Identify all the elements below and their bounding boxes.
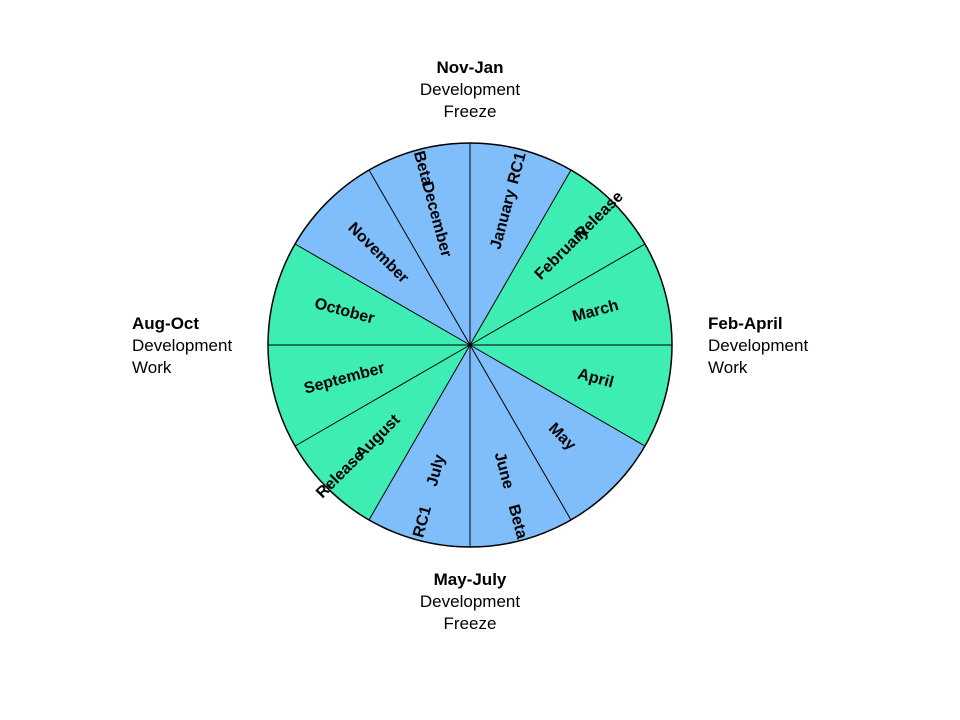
sector-divider	[294, 243, 471, 346]
quadrant-line: Freeze	[443, 614, 497, 633]
sector-divider	[294, 344, 471, 447]
sector-divider	[469, 243, 646, 346]
sector-divider	[469, 344, 646, 447]
sector-february	[470, 170, 645, 345]
sector-september	[268, 345, 470, 446]
quadrant-title: Aug-Oct	[132, 314, 200, 333]
sector-march	[470, 244, 672, 345]
quadrant-label-left: Aug-Oct Development Work	[132, 313, 272, 379]
wheel-outline	[267, 142, 673, 548]
sector-divider	[368, 344, 471, 521]
quadrant-title: May-July	[433, 570, 507, 589]
quadrant-line: Work	[708, 358, 748, 377]
sector-may	[470, 345, 645, 520]
sector-june	[470, 345, 571, 547]
sector-divider	[469, 344, 572, 521]
quadrant-line: Development	[132, 336, 233, 355]
quadrant-label-right: Feb-April Development Work	[708, 313, 848, 379]
quadrant-line: Work	[132, 358, 172, 377]
sector-january	[470, 143, 571, 345]
month-sectors	[268, 143, 672, 547]
sector-july	[369, 345, 470, 547]
sector-divider	[469, 169, 572, 346]
quadrant-title: Feb-April	[708, 314, 783, 333]
quadrant-line: Development	[419, 592, 521, 611]
quadrant-line: Development	[419, 80, 521, 99]
sector-dividers	[268, 143, 672, 547]
quadrant-line: Freeze	[443, 102, 497, 121]
sector-december	[369, 143, 470, 345]
quadrant-line: Development	[708, 336, 809, 355]
sector-divider	[368, 169, 471, 346]
sector-october	[268, 244, 470, 345]
sector-november	[295, 170, 470, 345]
quadrant-label-bottom: May-July Development Freeze	[370, 569, 570, 635]
sector-april	[470, 345, 672, 446]
sector-august	[295, 345, 470, 520]
quadrant-title: Nov-Jan	[436, 58, 504, 77]
quadrant-label-top: Nov-Jan Development Freeze	[370, 57, 570, 123]
